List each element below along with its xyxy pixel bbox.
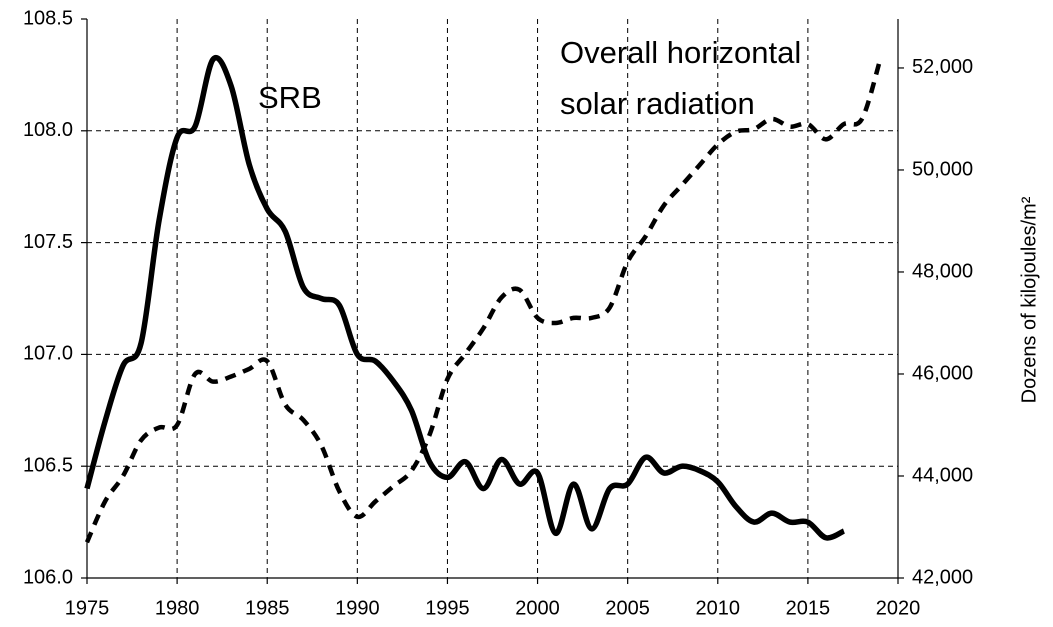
y-tick-label: 106.5 [23, 454, 73, 476]
x-tick-label: 1995 [425, 597, 470, 619]
annotation: solar radiation [560, 86, 755, 121]
y-tick-label: 107.0 [23, 343, 73, 365]
x-tick-label: 1985 [245, 597, 290, 619]
y-tick-label: 107.5 [23, 231, 73, 253]
line-series [84, 55, 846, 541]
x-tick-label: 2015 [786, 597, 831, 619]
x-tick-label: 2010 [696, 597, 741, 619]
x-tick-label: 2020 [876, 597, 921, 619]
y2-axis-label: Dozens of kilojoules/m² [1018, 196, 1040, 403]
line-series [84, 59, 883, 544]
y2-tick-label: 42,000 [912, 566, 973, 588]
y2-tick-label: 46,000 [912, 362, 973, 384]
x-tick-label: 2000 [515, 597, 560, 619]
x-tick-label: 1990 [335, 597, 380, 619]
x-tick-label: 2005 [605, 597, 650, 619]
y-tick-label: 108.0 [23, 119, 73, 141]
y-tick-label: 108.5 [23, 7, 73, 29]
y2-tick-label: 48,000 [912, 260, 973, 282]
y-tick-label: 106.0 [23, 566, 73, 588]
x-tick-label: 1980 [155, 597, 200, 619]
annotation: SRB [258, 80, 322, 115]
y2-tick-label: 52,000 [912, 56, 973, 78]
x-tick-label: 1975 [65, 597, 110, 619]
y2-tick-label: 44,000 [912, 464, 973, 486]
annotation: Overall horizontal [560, 35, 801, 70]
y2-tick-label: 50,000 [912, 158, 973, 180]
